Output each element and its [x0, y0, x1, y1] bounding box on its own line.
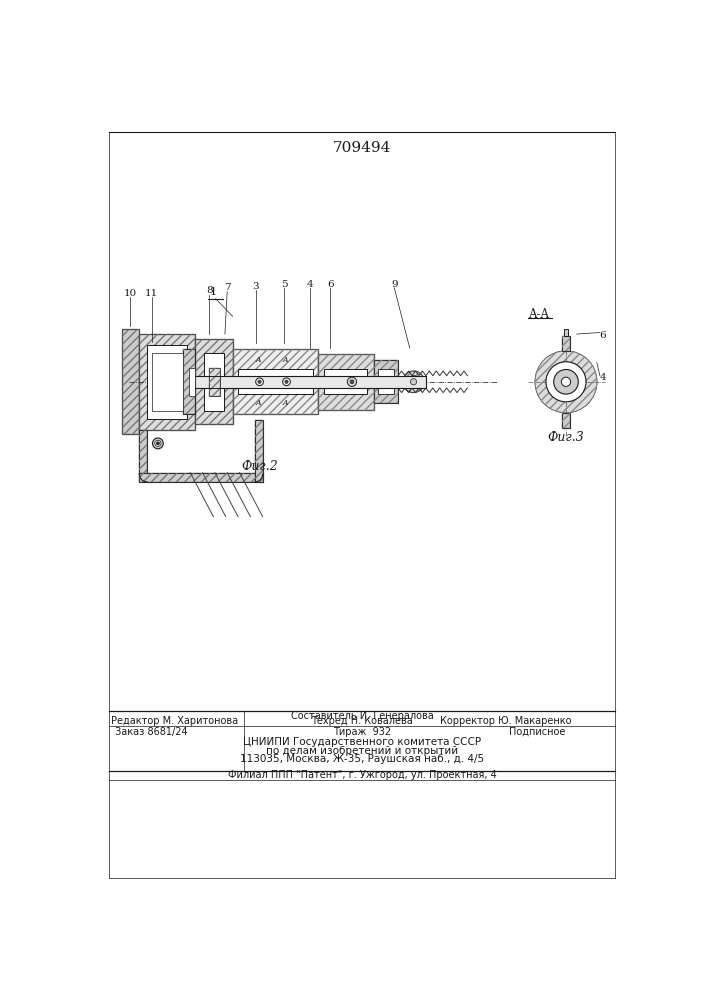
Bar — [318, 354, 373, 410]
Circle shape — [403, 371, 424, 393]
Bar — [209, 368, 219, 396]
Bar — [182, 349, 195, 414]
Bar — [233, 349, 318, 414]
Text: Фиг.3: Фиг.3 — [548, 431, 585, 444]
Bar — [562, 336, 570, 351]
Text: 5: 5 — [281, 280, 288, 289]
Circle shape — [411, 379, 416, 385]
Circle shape — [153, 438, 163, 449]
Bar — [195, 339, 233, 424]
Text: Подписное: Подписное — [508, 727, 565, 737]
Circle shape — [283, 378, 291, 386]
Bar — [255, 420, 262, 482]
Bar — [189, 368, 195, 396]
Bar — [233, 349, 318, 414]
Bar — [147, 345, 187, 419]
Bar — [378, 369, 394, 394]
Bar — [373, 360, 398, 403]
Text: 6: 6 — [327, 280, 334, 289]
Bar — [562, 413, 570, 428]
Text: 11: 11 — [145, 289, 158, 298]
Text: Филиал ППП "Патент", г. Ужгород, ул. Проектная, 4: Филиал ППП "Патент", г. Ужгород, ул. Про… — [228, 770, 496, 780]
Text: 6: 6 — [600, 331, 607, 340]
Circle shape — [156, 442, 160, 445]
Text: 7: 7 — [224, 283, 230, 292]
Text: Корректор Ю. Макаренко: Корректор Ю. Макаренко — [440, 716, 572, 726]
Circle shape — [561, 377, 571, 386]
Text: Тираж  932: Тираж 932 — [333, 727, 391, 737]
Bar — [139, 473, 262, 482]
Bar — [139, 334, 195, 430]
Circle shape — [407, 376, 420, 388]
Circle shape — [285, 380, 288, 383]
Text: 3: 3 — [252, 282, 259, 291]
Bar — [255, 420, 262, 482]
Circle shape — [347, 377, 356, 386]
Text: ЦНИИПИ Государственного комитета СССР: ЦНИИПИ Государственного комитета СССР — [243, 737, 481, 747]
Text: A: A — [255, 356, 261, 364]
Bar — [373, 360, 398, 403]
Bar — [182, 349, 195, 414]
Circle shape — [535, 351, 597, 413]
Bar — [325, 369, 368, 394]
Bar — [139, 430, 147, 474]
Bar — [139, 334, 195, 430]
Circle shape — [350, 380, 354, 384]
Text: 1: 1 — [210, 287, 217, 297]
Text: Заказ 8681/24: Заказ 8681/24 — [115, 727, 188, 737]
Text: A: A — [255, 399, 261, 407]
Text: 9: 9 — [391, 280, 397, 289]
Text: 4: 4 — [600, 373, 607, 382]
Bar — [152, 353, 182, 411]
Text: Техред Н. Ковалева: Техред Н. Ковалева — [311, 716, 413, 726]
Bar — [139, 473, 262, 482]
Bar — [238, 369, 313, 394]
Text: 8: 8 — [206, 286, 213, 295]
Circle shape — [155, 440, 161, 446]
Text: по делам изобретений и открытий: по делам изобретений и открытий — [266, 746, 458, 756]
Bar — [318, 354, 373, 410]
Text: A: A — [283, 399, 288, 407]
Text: 10: 10 — [124, 289, 137, 298]
Wedge shape — [554, 369, 578, 394]
Wedge shape — [535, 351, 597, 413]
Bar — [562, 336, 570, 351]
Text: Фиг.2: Фиг.2 — [241, 460, 278, 473]
Circle shape — [258, 380, 261, 383]
Circle shape — [546, 362, 586, 402]
Bar — [195, 376, 426, 388]
Text: 709494: 709494 — [333, 141, 391, 155]
Bar — [139, 430, 147, 474]
Text: A-A: A-A — [528, 308, 549, 321]
Bar — [204, 353, 224, 411]
Text: 113035, Москва, Ж-35, Раушская наб., д. 4/5: 113035, Москва, Ж-35, Раушская наб., д. … — [240, 754, 484, 764]
Text: Составитель И. Генералова: Составитель И. Генералова — [291, 711, 433, 721]
Text: A: A — [283, 356, 288, 364]
Bar — [122, 329, 139, 434]
Circle shape — [554, 369, 578, 394]
Text: 4: 4 — [306, 280, 313, 289]
Bar — [562, 413, 570, 428]
Text: Редактор М. Харитонова: Редактор М. Харитонова — [111, 716, 238, 726]
Bar — [563, 329, 568, 336]
Bar — [195, 339, 233, 424]
Bar — [122, 329, 139, 434]
Circle shape — [256, 378, 264, 386]
Bar — [209, 368, 219, 396]
